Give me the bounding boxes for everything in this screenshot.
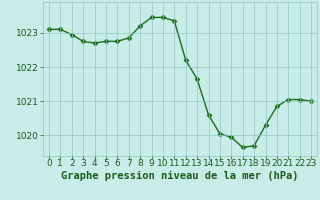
X-axis label: Graphe pression niveau de la mer (hPa): Graphe pression niveau de la mer (hPa) <box>61 171 299 181</box>
